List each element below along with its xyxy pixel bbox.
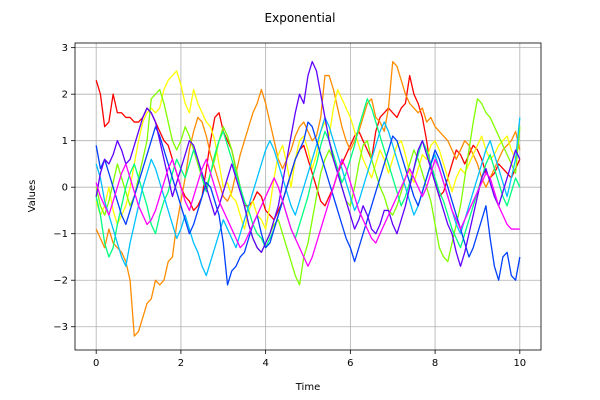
y-tick-label: 3 [62, 43, 68, 54]
x-tick-label: 0 [93, 358, 99, 369]
series-line-2 [95, 60, 521, 337]
chart-title: Exponential [265, 11, 336, 25]
x-tick-label: 4 [262, 358, 268, 369]
y-tick-label: −1 [53, 229, 68, 240]
x-axis-label: Time [295, 382, 320, 393]
y-tick-label: 0 [62, 183, 68, 194]
y-axis-ticks: −3 −2 −1 0 1 2 3 [53, 43, 75, 333]
x-tick-label: 2 [178, 358, 184, 369]
x-tick-label: 8 [432, 358, 438, 369]
series-line-5 [95, 98, 521, 258]
y-axis-label: Values [27, 180, 38, 213]
series-line-7 [95, 121, 521, 286]
plot-frame [74, 42, 542, 351]
x-tick-label: 6 [347, 358, 353, 369]
series-line-9 [95, 158, 520, 267]
x-tick-label: 10 [513, 358, 526, 369]
y-tick-label: −3 [53, 322, 68, 333]
y-tick-label: 2 [62, 90, 68, 101]
series-line-3 [95, 70, 521, 230]
y-tick-label: 1 [62, 136, 68, 147]
y-tick-label: −2 [53, 276, 68, 287]
x-axis-ticks: 0 2 4 6 8 10 [93, 350, 526, 369]
series-group [95, 60, 521, 337]
series-line-4 [95, 88, 521, 286]
series-line-1 [95, 74, 521, 221]
